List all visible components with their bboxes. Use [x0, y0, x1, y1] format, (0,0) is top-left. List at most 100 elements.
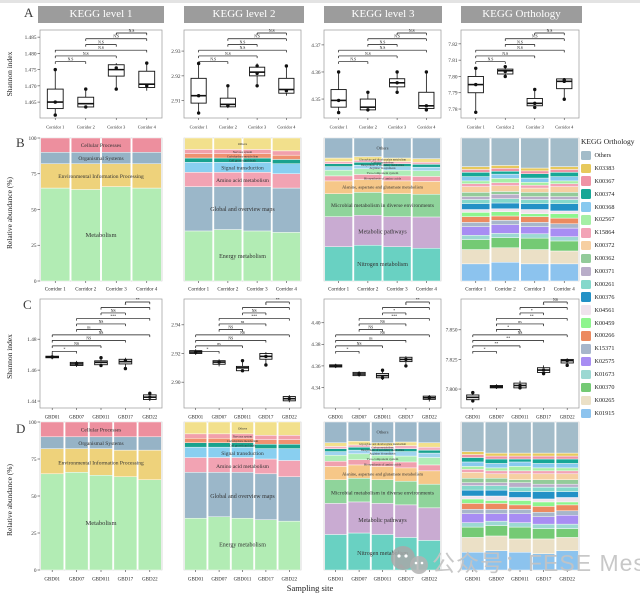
- svg-text:GBD01: GBD01: [44, 578, 60, 583]
- legend-swatch: [581, 228, 591, 238]
- svg-text:2.94: 2.94: [171, 323, 181, 329]
- svg-text:NS: NS: [368, 325, 373, 329]
- stacked-bar-level2-corridor: Corridor 1 Corridor 2 Corridor 3 Corridor 4…: [183, 137, 302, 293]
- svg-text:NS: NS: [240, 331, 245, 335]
- legend-item: K02575: [581, 355, 640, 368]
- svg-text:***: ***: [251, 314, 257, 318]
- svg-text:Corridor 3: Corridor 3: [387, 288, 408, 293]
- svg-text:GBD07: GBD07: [351, 578, 367, 583]
- svg-text:GBD01: GBD01: [465, 416, 481, 421]
- boxplot-level2-site: 2.90 2.92 2.94 GBD01 GBD07 GBD011 GBD17 GBD22 * n…: [171, 298, 302, 421]
- legend-label: K01915: [594, 409, 615, 417]
- boxplot-level3-site: 4.34 4.36 4.38 4.40 GBD01 GBD07 GBD011 GBD17 GBD…: [311, 298, 442, 421]
- legend-swatch: [581, 318, 591, 328]
- legend-label: K00362: [594, 255, 615, 263]
- legend-item: K04561: [581, 304, 640, 317]
- legend-label: K00374: [594, 190, 615, 198]
- legend-item: K00374: [581, 188, 640, 201]
- svg-text:GBD22: GBD22: [422, 416, 438, 421]
- svg-text:*: *: [124, 303, 126, 307]
- legend-swatch: [581, 163, 591, 174]
- svg-text:GBD01: GBD01: [45, 416, 61, 421]
- stacked-bar-level3-corridor: Corridor 1 Corridor 2 Corridor 3 Corridor 4…: [323, 137, 442, 293]
- legend-swatch: [581, 176, 591, 186]
- legend-label: K00376: [594, 293, 615, 301]
- svg-text:*: *: [206, 347, 208, 351]
- svg-text:N.S: N.S: [517, 40, 523, 44]
- svg-text:NS: NS: [252, 309, 257, 313]
- svg-text:Corridor 1: Corridor 1: [190, 125, 208, 130]
- stacked-bar-orthology-site: GBD01 GBD07 GBD011 GBD17 GBD22: [460, 421, 580, 583]
- svg-text:GBD011: GBD011: [92, 416, 110, 421]
- boxplot-level3-corridor: 4.35 4.36 4.37 Corridor 1 Corridor 2 Corridor…: [311, 29, 442, 130]
- svg-text:Corridor 1: Corridor 1: [328, 288, 349, 293]
- legend-label: K04561: [594, 306, 615, 314]
- svg-text:2.90: 2.90: [171, 380, 181, 386]
- svg-text:N.S: N.S: [210, 58, 216, 62]
- svg-text:*: *: [63, 347, 65, 351]
- svg-text:Organismal Systems: Organismal Systems: [78, 441, 123, 447]
- svg-text:Corridor 2: Corridor 2: [496, 125, 514, 130]
- svg-text:Biosynthesis of secondary meta: Biosynthesis of secondary metabolites: [361, 449, 404, 452]
- panel-letter-c: C: [23, 297, 32, 312]
- panel-letter-a: A: [24, 5, 34, 20]
- svg-text:4.34: 4.34: [311, 385, 321, 391]
- svg-text:Cellular Processes: Cellular Processes: [81, 143, 121, 149]
- svg-text:GBD011: GBD011: [374, 416, 392, 421]
- legend-item: K15864: [581, 226, 640, 239]
- svg-text:Corridor 2: Corridor 2: [217, 288, 238, 293]
- svg-text:Others: Others: [238, 426, 248, 430]
- svg-text:Corridor 1: Corridor 1: [46, 125, 64, 130]
- svg-text:**: **: [276, 298, 280, 302]
- svg-text:7.82: 7.82: [448, 42, 458, 48]
- svg-text:N.S: N.S: [380, 40, 386, 44]
- svg-text:1.485: 1.485: [25, 35, 37, 41]
- svg-text:GBD01: GBD01: [328, 578, 344, 583]
- legend-label: K00371: [594, 267, 615, 275]
- svg-text:GBD22: GBD22: [142, 416, 158, 421]
- svg-text:N.S: N.S: [98, 46, 104, 50]
- svg-text:GBD07: GBD07: [489, 578, 505, 583]
- svg-text:Environmental Information Proc: Environmental Information Processing: [58, 173, 144, 180]
- legend-item: Others: [581, 149, 640, 162]
- svg-text:NS: NS: [86, 336, 91, 340]
- svg-text:Others: Others: [377, 145, 389, 150]
- svg-text:Alanine, aspartate and glutam: Alanine, aspartate and glutamate metabol…: [342, 472, 424, 478]
- legend-swatch: [581, 395, 591, 406]
- svg-text:Corridor 1: Corridor 1: [330, 125, 348, 130]
- svg-text:N.S: N.S: [113, 35, 119, 39]
- svg-text:Corridor 3: Corridor 3: [526, 125, 544, 130]
- svg-text:Metabolic pathways: Metabolic pathways: [358, 230, 407, 236]
- svg-text:GBD07: GBD07: [211, 578, 227, 583]
- svg-text:4.40: 4.40: [311, 321, 321, 327]
- svg-text:GBD17: GBD17: [118, 578, 134, 583]
- svg-text:2.92: 2.92: [171, 351, 181, 357]
- svg-text:Corridor 1: Corridor 1: [188, 288, 209, 293]
- boxplot-orthology-site: 7.800 7.825 7.850 GBD01 GBD07 GBD011 GBD17 GBD2…: [446, 298, 580, 421]
- column-header-kegg-level-2: KEGG level 2: [184, 6, 304, 23]
- svg-text:***: ***: [391, 314, 397, 318]
- legend-swatch: [581, 408, 591, 418]
- svg-text:Biosynthesis of amino acids: Biosynthesis of amino acids: [364, 463, 402, 467]
- legend-label: K00372: [594, 242, 615, 250]
- legend-label: K00266: [594, 332, 615, 340]
- svg-text:N.S: N.S: [365, 52, 371, 56]
- svg-text:GBD17: GBD17: [398, 416, 414, 421]
- svg-text:4.37: 4.37: [311, 43, 321, 49]
- svg-text:GBD22: GBD22: [560, 416, 576, 421]
- boxplot-level1-site: 1.44 1.46 1.48 GBD01 GBD07 GBD011 GBD17 GBD22 * N…: [27, 298, 163, 421]
- svg-text:Carbohydrate metabolism: Carbohydrate metabolism: [227, 439, 259, 443]
- svg-text:ns: ns: [518, 320, 522, 324]
- svg-text:4.38: 4.38: [311, 342, 321, 348]
- svg-text:*: *: [346, 347, 348, 351]
- boxplot-level1-corridor: 1.465 1.470 1.475 1.480 1.485 Corridor 1 Corri…: [25, 29, 163, 130]
- svg-text:Organismal Systems: Organismal Systems: [78, 156, 123, 162]
- svg-text:Two-component system: Two-component system: [367, 171, 399, 175]
- legend-swatch: [581, 292, 591, 302]
- svg-text:Cell growth and death: Cell growth and death: [229, 159, 256, 163]
- stacked-bar-level1-corridor: Corridor 1 Corridor 2 Corridor 3 Corridor 4…: [29, 136, 163, 293]
- svg-text:1.480: 1.480: [25, 51, 37, 57]
- svg-text:N.S: N.S: [98, 40, 104, 44]
- legend-item: K00362: [581, 252, 640, 265]
- legend-item: K00265: [581, 394, 640, 407]
